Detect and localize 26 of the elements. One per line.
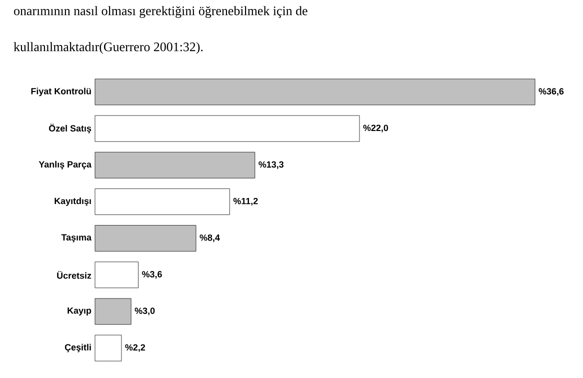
bar bbox=[94, 188, 230, 215]
data-label: %3,0 bbox=[134, 308, 155, 316]
text: onarımının nasıl olması gerektiğini öğrenebilmek için de bbox=[14, 6, 308, 18]
bar bbox=[94, 262, 138, 288]
bar bbox=[94, 298, 132, 325]
y-tick-label: Fiyat Kontrolü bbox=[31, 88, 91, 96]
data-label: %13,3 bbox=[258, 161, 284, 169]
bar bbox=[94, 334, 122, 362]
bar bbox=[94, 78, 536, 106]
data-label: %3,6 bbox=[142, 271, 162, 279]
y-tick-label: Çeşitli bbox=[64, 344, 91, 352]
data-label: %8,4 bbox=[200, 234, 220, 242]
text: kullanılmaktadır(Guerrero 2001:32). bbox=[14, 42, 203, 54]
data-label: %11,2 bbox=[233, 198, 258, 206]
y-tick-label: Yanlış Parça bbox=[38, 160, 92, 170]
y-tick-label: Ücretsiz bbox=[57, 271, 92, 279]
data-label: %22,0 bbox=[363, 124, 388, 132]
bar bbox=[94, 152, 256, 178]
data-label: %2,2 bbox=[125, 344, 146, 352]
y-tick-label: Taşıma bbox=[61, 234, 92, 242]
y-tick-label: Özel Satış bbox=[49, 124, 92, 134]
data-label: %36,6 bbox=[538, 88, 564, 96]
y-tick-label: Kayıp bbox=[68, 307, 92, 316]
y-tick-label: Kayıtdışı bbox=[54, 198, 91, 206]
bar bbox=[94, 225, 196, 252]
bar bbox=[94, 115, 360, 142]
